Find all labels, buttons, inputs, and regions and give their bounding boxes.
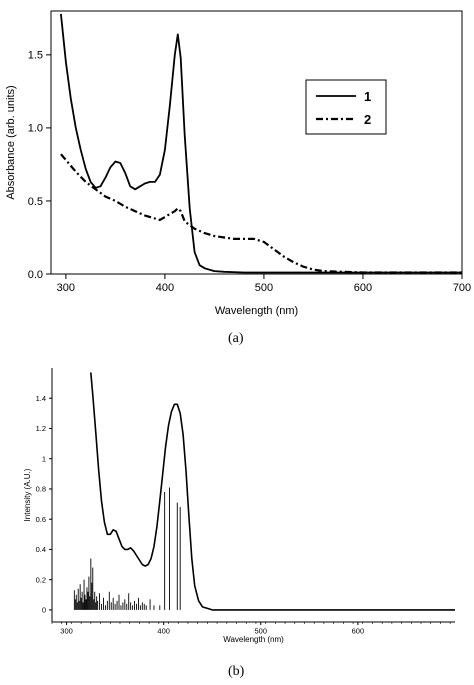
x-tick-label: 600 — [354, 282, 372, 294]
y-tick-label: 1.2 — [36, 424, 46, 433]
y-tick-label: 0.0 — [28, 269, 43, 281]
y-tick-label: 0.8 — [36, 485, 46, 494]
y-tick-label: 1.4 — [36, 394, 46, 403]
y-axis-label: Intensity (A.U.) — [23, 468, 32, 521]
series-line-0 — [90, 372, 455, 611]
x-tick-label: 600 — [352, 627, 365, 636]
panel-b-label: (b) — [228, 664, 245, 679]
x-tick-label: 400 — [157, 627, 170, 636]
series-line-1 — [60, 13, 462, 274]
legend-entry: 2 — [364, 112, 371, 127]
y-tick-label: 0 — [42, 606, 46, 615]
legend-box — [305, 79, 387, 135]
y-tick-label: 1 — [42, 454, 46, 463]
y-tick-label: 0.6 — [36, 515, 46, 524]
y-tick-label: 0.2 — [36, 575, 46, 584]
y-tick-label: 1.0 — [28, 123, 43, 135]
x-axis-label: Wavelength (nm) — [223, 635, 284, 644]
intensity-chart: 300 400 500 600 0 0.2 0.4 0.6 0.8 1 1.2 1.4 Waveleng… — [23, 368, 455, 644]
y-axis-label: Absorbance (arb. units) — [5, 85, 17, 199]
x-tick-label: 500 — [255, 282, 273, 294]
x-tick-label: 300 — [60, 627, 73, 636]
panel-a-label: (a) — [228, 331, 244, 346]
x-tick-label: 500 — [255, 627, 268, 636]
absorbance-chart: 300 400 500 600 700 0.0 0.5 1.0 1.5 Wavelength (n… — [5, 10, 471, 317]
x-axis-label: Wavelength (nm) — [215, 305, 298, 317]
y-tick-label: 1.5 — [28, 50, 43, 62]
legend-entry: 1 — [364, 89, 371, 104]
x-tick-label: 700 — [453, 282, 471, 294]
y-tick-label: 0.5 — [28, 196, 43, 208]
x-tick-label: 300 — [57, 282, 75, 294]
series-line-2 — [60, 153, 462, 274]
x-tick-label: 400 — [156, 282, 174, 294]
y-tick-label: 0.4 — [36, 545, 46, 554]
plot-frame — [50, 10, 463, 275]
